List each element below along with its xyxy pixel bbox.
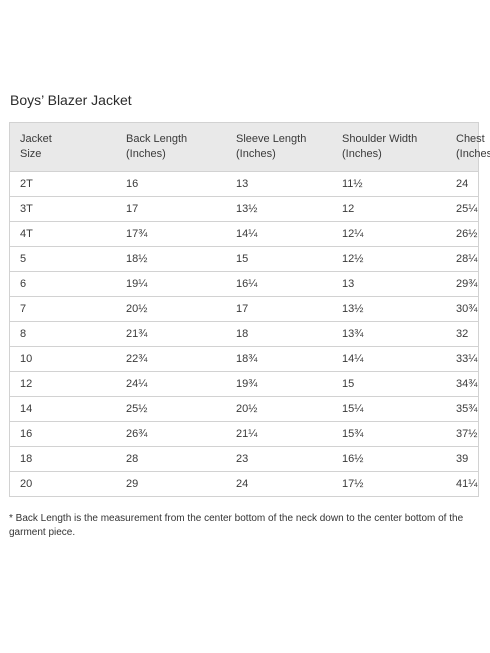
cell-jacket-size: 12: [9, 371, 116, 397]
cell-sleeve-length: 21¼: [226, 421, 332, 447]
cell-shoulder-width: 13½: [332, 296, 446, 322]
cell-sleeve-length: 24: [226, 471, 332, 497]
cell-chest: 33¼: [446, 346, 479, 372]
header-back-length: Back Length (Inches): [116, 122, 226, 172]
cell-chest: 29¾: [446, 271, 479, 297]
cell-shoulder-width: 13: [332, 271, 446, 297]
cell-back-length: 29: [116, 471, 226, 497]
header-sleeve-length: Sleeve Length (Inches): [226, 122, 332, 172]
cell-jacket-size: 10: [9, 346, 116, 372]
cell-shoulder-width: 12½: [332, 246, 446, 272]
header-label: Shoulder Width: [342, 133, 418, 145]
cell-jacket-size: 6: [9, 271, 116, 297]
cell-shoulder-width: 15: [332, 371, 446, 397]
cell-chest: 30¾: [446, 296, 479, 322]
cell-back-length: 24¼: [116, 371, 226, 397]
cell-back-length: 26¾: [116, 421, 226, 447]
cell-jacket-size: 2T: [9, 171, 116, 197]
table-row: 2T 16 13 11½ 24: [9, 171, 479, 197]
cell-shoulder-width: 15¼: [332, 396, 446, 422]
header-sublabel: Size: [20, 148, 42, 160]
table-row: 8 21¾ 18 13¾ 32: [9, 321, 479, 347]
table-row: 18 28 23 16½ 39: [9, 446, 479, 472]
cell-sleeve-length: 14¼: [226, 221, 332, 247]
cell-chest: 39: [446, 446, 479, 472]
table-row: 5 18½ 15 12½ 28¼: [9, 246, 479, 272]
cell-chest: 32: [446, 321, 479, 347]
cell-jacket-size: 4T: [9, 221, 116, 247]
table-header-row: Jacket Size Back Length (Inches) Sleeve …: [9, 122, 490, 172]
cell-shoulder-width: 17½: [332, 471, 446, 497]
header-sublabel: (Inches): [342, 148, 382, 160]
cell-sleeve-length: 18¾: [226, 346, 332, 372]
header-label: Chest: [456, 133, 485, 145]
cell-shoulder-width: 12: [332, 196, 446, 222]
cell-chest: 34¾: [446, 371, 479, 397]
cell-shoulder-width: 14¼: [332, 346, 446, 372]
cell-chest: 26½: [446, 221, 479, 247]
table-row: 14 25½ 20½ 15¼ 35¾: [9, 396, 479, 422]
table-row: 3T 17 13½ 12 25¼: [9, 196, 479, 222]
cell-back-length: 28: [116, 446, 226, 472]
header-label: Jacket: [20, 133, 52, 145]
table-row: 12 24¼ 19¾ 15 34¾: [9, 371, 479, 397]
cell-jacket-size: 3T: [9, 196, 116, 222]
cell-chest: 28¼: [446, 246, 479, 272]
cell-jacket-size: 8: [9, 321, 116, 347]
cell-back-length: 20½: [116, 296, 226, 322]
header-chest: Chest (Inches): [446, 122, 490, 172]
page-title: Boys’ Blazer Jacket: [10, 92, 132, 108]
cell-shoulder-width: 12¼: [332, 221, 446, 247]
cell-back-length: 17: [116, 196, 226, 222]
cell-sleeve-length: 17: [226, 296, 332, 322]
table-row: 10 22¾ 18¾ 14¼ 33¼: [9, 346, 479, 372]
cell-back-length: 21¾: [116, 321, 226, 347]
cell-back-length: 17¾: [116, 221, 226, 247]
cell-shoulder-width: 11½: [332, 171, 446, 197]
cell-chest: 35¾: [446, 396, 479, 422]
header-sublabel: (Inches): [456, 148, 490, 160]
cell-chest: 41¼: [446, 471, 479, 497]
cell-shoulder-width: 15¾: [332, 421, 446, 447]
cell-chest: 24: [446, 171, 479, 197]
cell-back-length: 16: [116, 171, 226, 197]
cell-chest: 25¼: [446, 196, 479, 222]
table-body: 2T 16 13 11½ 24 3T 17 13½ 12 25¼ 4T 17¾ 14¼ 12¼ 26½ 5 18…: [9, 171, 479, 497]
cell-sleeve-length: 18: [226, 321, 332, 347]
cell-jacket-size: 5: [9, 246, 116, 272]
header-label: Back Length: [126, 133, 188, 145]
cell-chest: 37½: [446, 421, 479, 447]
cell-sleeve-length: 16¼: [226, 271, 332, 297]
cell-sleeve-length: 23: [226, 446, 332, 472]
cell-shoulder-width: 13¾: [332, 321, 446, 347]
cell-sleeve-length: 20½: [226, 396, 332, 422]
cell-shoulder-width: 16½: [332, 446, 446, 472]
cell-jacket-size: 14: [9, 396, 116, 422]
cell-sleeve-length: 15: [226, 246, 332, 272]
cell-jacket-size: 7: [9, 296, 116, 322]
footnote: * Back Length is the measurement from th…: [9, 513, 464, 538]
table-row: 7 20½ 17 13½ 30¾: [9, 296, 479, 322]
header-label: Sleeve Length: [236, 133, 307, 145]
cell-sleeve-length: 13½: [226, 196, 332, 222]
header-jacket-size: Jacket Size: [9, 122, 116, 172]
cell-jacket-size: 16: [9, 421, 116, 447]
cell-back-length: 25½: [116, 396, 226, 422]
table-row: 16 26¾ 21¼ 15¾ 37½: [9, 421, 479, 447]
cell-back-length: 22¾: [116, 346, 226, 372]
cell-sleeve-length: 13: [226, 171, 332, 197]
cell-back-length: 19¼: [116, 271, 226, 297]
cell-sleeve-length: 19¾: [226, 371, 332, 397]
cell-jacket-size: 18: [9, 446, 116, 472]
cell-back-length: 18½: [116, 246, 226, 272]
table-row: 20 29 24 17½ 41¼: [9, 471, 479, 497]
table-row: 4T 17¾ 14¼ 12¼ 26½: [9, 221, 479, 247]
table-row: 6 19¼ 16¼ 13 29¾: [9, 271, 479, 297]
cell-jacket-size: 20: [9, 471, 116, 497]
header-sublabel: (Inches): [126, 148, 166, 160]
size-chart-table: Jacket Size Back Length (Inches) Sleeve …: [9, 122, 490, 497]
header-shoulder-width: Shoulder Width (Inches): [332, 122, 446, 172]
header-sublabel: (Inches): [236, 148, 276, 160]
